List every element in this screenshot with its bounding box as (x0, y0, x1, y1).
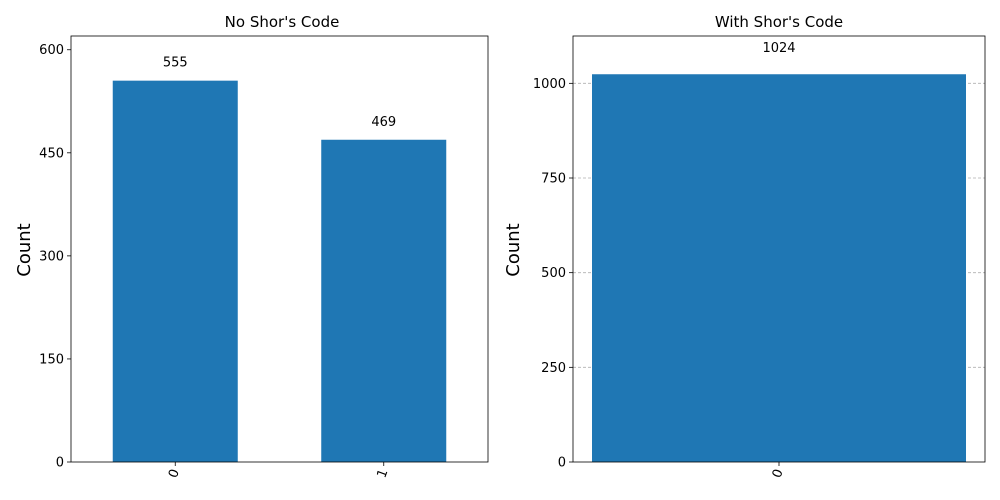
data-labels: 555 469 (163, 56, 396, 130)
bar (592, 74, 966, 462)
y-tick-label: 250 (541, 361, 566, 376)
y-axis-ticks: 0 250 500 750 1000 (533, 77, 573, 471)
x-tick-label: 0 (770, 467, 787, 480)
y-tick-label: 150 (39, 352, 64, 367)
chart-title: With Shor's Code (715, 13, 843, 31)
chart-with-shors-code: With Shor's Code Count 0 250 500 750 1000 0 … (503, 13, 986, 480)
bars (592, 74, 966, 462)
y-axis-ticks: 0 150 300 450 600 (39, 43, 71, 471)
y-tick-label: 1000 (533, 77, 566, 92)
y-axis-label: Count (503, 223, 524, 276)
bars (112, 80, 447, 463)
y-tick-label: 0 (56, 456, 64, 471)
data-label: 469 (371, 115, 396, 130)
y-tick-label: 500 (541, 266, 566, 281)
y-tick-label: 300 (39, 249, 64, 264)
axes-frame (572, 35, 986, 463)
y-tick-label: 0 (558, 456, 566, 471)
chart-title: No Shor's Code (225, 13, 340, 31)
y-tick-label: 600 (39, 43, 64, 58)
y-tick-label: 750 (541, 172, 566, 187)
bar (112, 80, 238, 463)
x-tick-label: 0 (166, 467, 183, 480)
x-tick-label: 1 (375, 467, 392, 480)
y-axis-label: Count (14, 223, 35, 276)
data-labels: 1024 (762, 41, 795, 56)
data-label: 555 (163, 56, 188, 71)
y-tick-label: 450 (39, 146, 64, 161)
axes-frame (70, 35, 489, 463)
data-label: 1024 (762, 41, 795, 56)
bar (321, 139, 447, 462)
x-axis-ticks: 0 (770, 462, 787, 480)
